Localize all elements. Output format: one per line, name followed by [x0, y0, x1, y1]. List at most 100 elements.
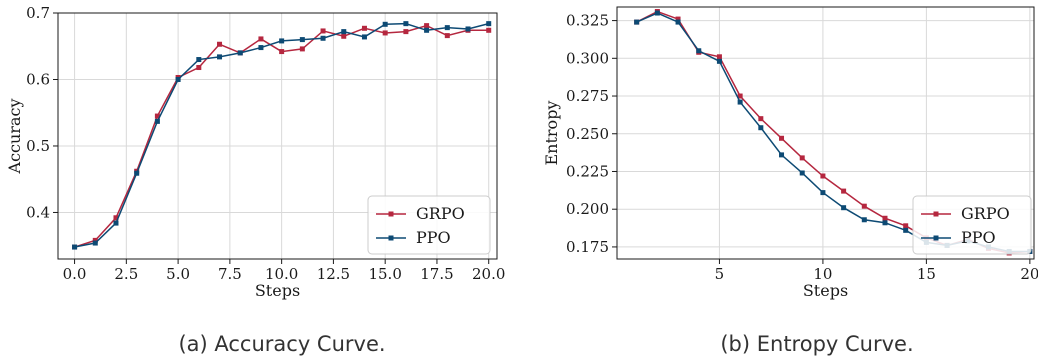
chart-0-point-grpo — [424, 23, 430, 29]
chart-0-point-grpo — [279, 49, 285, 55]
chart-1-point-ppo — [654, 10, 660, 16]
chart-1-point-ppo — [841, 205, 847, 211]
chart-0-frame — [57, 12, 498, 260]
chart-1-point-ppo — [861, 217, 867, 223]
chart-0-point-ppo — [361, 34, 367, 40]
chart-0-point-ppo — [92, 240, 98, 246]
chart-0-x-axis-label: Steps — [255, 281, 300, 300]
chart-0-y-axis-label: Accuracy — [5, 99, 24, 175]
chart-0-point-ppo — [403, 21, 409, 27]
chart-0-ytick-label: 0.7 — [26, 4, 50, 22]
chart-0-point-ppo — [279, 38, 285, 44]
chart-1-ytick-label: 0.250 — [566, 125, 609, 143]
chart-1-point-ppo — [882, 220, 888, 226]
chart-0-xtick-label: 10.0 — [265, 265, 298, 283]
chart-0-point-ppo — [154, 118, 160, 124]
chart-0-point-grpo — [217, 41, 223, 47]
chart-0-point-ppo — [299, 37, 305, 43]
chart-1-point-ppo — [820, 190, 826, 196]
chart-0-point-grpo — [258, 36, 264, 42]
chart-1-legend-marker-ppo — [933, 235, 939, 241]
chart-1-point-grpo — [882, 215, 888, 221]
chart-1-legend: GRPO PPO — [912, 195, 1032, 255]
chart-0-xtick-label: 0.0 — [63, 265, 87, 283]
chart-0-point-grpo — [341, 33, 347, 39]
chart-1-point-grpo — [716, 54, 722, 60]
entropy-chart: 5 10 15 20 0.175 0.200 0.225 0.250 0.275 0.300 0.3… — [542, 6, 1038, 356]
chart-0-legend-label-grpo: GRPO — [416, 204, 465, 223]
chart-0-xtick-label: 20.0 — [472, 265, 505, 283]
chart-0-point-grpo — [403, 29, 409, 35]
chart-1-ytick-label: 0.175 — [566, 238, 609, 256]
chart-1-legend-marker-grpo — [933, 211, 939, 217]
chart-0-point-ppo — [113, 220, 119, 226]
chart-0-point-grpo — [113, 215, 119, 221]
chart-0-ytick-label: 0.5 — [26, 137, 50, 155]
chart-1-point-ppo — [903, 227, 909, 233]
chart-0-point-ppo — [486, 21, 492, 27]
chart-0-xtick-label: 12.5 — [317, 265, 350, 283]
chart-1-point-grpo — [737, 93, 743, 99]
chart-0-xtick-label: 2.5 — [114, 265, 138, 283]
accuracy-chart: 0.0 2.5 5.0 7.5 10.0 12.5 15.0 17.5 20.0 0.4 0.5 0.… — [5, 4, 505, 356]
chart-1-legend-box — [912, 195, 1032, 255]
chart-1-point-ppo — [696, 48, 702, 54]
chart-1-point-grpo — [820, 173, 826, 179]
chart-0-ytick-label: 0.4 — [26, 203, 50, 221]
chart-0-point-grpo — [382, 30, 388, 36]
chart-0-point-grpo — [486, 27, 492, 33]
chart-1-point-grpo — [758, 116, 764, 122]
chart-0-point-ppo — [258, 45, 264, 51]
chart-1-ytick-label: 0.300 — [566, 49, 609, 67]
chart-0-point-ppo — [424, 27, 430, 33]
chart-1-legend-label-grpo: GRPO — [961, 204, 1010, 223]
chart-1-point-grpo — [779, 135, 785, 141]
chart-0-xtick-label: 7.5 — [218, 265, 242, 283]
chart-1-xtick-label: 20 — [1020, 265, 1038, 283]
chart-1-xtick-label: 10 — [813, 265, 832, 283]
chart-1-ytick-label: 0.225 — [566, 162, 609, 180]
chart-0-point-ppo — [465, 26, 471, 32]
chart-0-legend-marker-ppo — [388, 235, 394, 241]
chart-1-ytick-label: 0.200 — [566, 200, 609, 218]
chart-0-legend-marker-grpo — [388, 211, 394, 217]
chart-0-point-grpo — [361, 25, 367, 31]
chart-0-xtick-label: 15.0 — [368, 265, 401, 283]
chart-1-caption: (b) Entropy Curve. — [720, 332, 913, 356]
chart-1-point-grpo — [799, 155, 805, 161]
chart-1-point-grpo — [903, 223, 909, 229]
chart-0-point-grpo — [154, 113, 160, 119]
chart-0-point-ppo — [382, 21, 388, 27]
chart-0-point-ppo — [72, 244, 78, 250]
chart-0-point-grpo — [196, 65, 202, 71]
chart-0-legend-box — [367, 195, 491, 255]
chart-1-y-axis-label: Entropy — [542, 101, 561, 166]
chart-0-xtick-label: 5.0 — [166, 265, 190, 283]
chart-0-point-grpo — [92, 237, 98, 243]
chart-0-legend-label-ppo: PPO — [416, 228, 451, 247]
chart-0-legend: GRPO PPO — [367, 195, 491, 255]
chart-1-point-ppo — [779, 152, 785, 158]
chart-0-point-ppo — [196, 57, 202, 63]
chart-0-point-ppo — [175, 76, 181, 82]
chart-0-point-grpo — [299, 46, 305, 52]
chart-1-point-ppo — [634, 19, 640, 25]
chart-0-point-grpo — [444, 33, 450, 39]
chart-1-frame — [616, 6, 1035, 260]
chart-0-point-ppo — [444, 25, 450, 31]
chart-1-point-grpo — [841, 188, 847, 194]
chart-0-point-ppo — [237, 50, 243, 56]
chart-1-point-ppo — [675, 19, 681, 25]
chart-1-x-axis-label: Steps — [803, 281, 848, 300]
chart-1-ytick-label: 0.325 — [566, 12, 609, 30]
chart-1-point-ppo — [758, 125, 764, 131]
chart-0-point-grpo — [320, 28, 326, 34]
chart-0-ytick-label: 0.6 — [26, 70, 50, 88]
chart-0-point-ppo — [217, 54, 223, 60]
chart-0-xtick-label: 17.5 — [420, 265, 453, 283]
chart-0-point-ppo — [341, 29, 347, 35]
chart-1-xtick-label: 15 — [917, 265, 936, 283]
chart-1-legend-label-ppo: PPO — [961, 228, 996, 247]
chart-0-point-ppo — [134, 170, 140, 176]
